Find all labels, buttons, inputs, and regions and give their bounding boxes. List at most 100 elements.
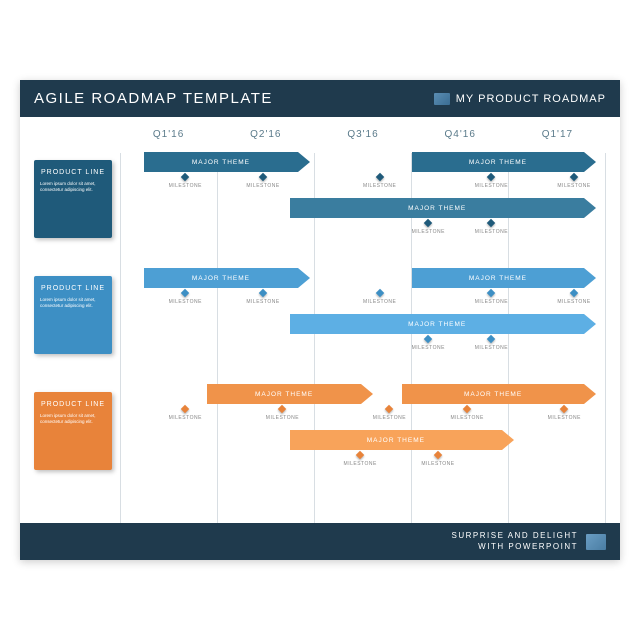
milestone-dot-icon xyxy=(259,289,267,297)
milestone-dot-icon xyxy=(424,335,432,343)
milestone-label: MILESTONE xyxy=(475,229,508,235)
milestone-label: MILESTONE xyxy=(169,299,202,305)
product-row: PRODUCT LINELorem ipsum dolor sit amet, … xyxy=(120,380,606,490)
theme-arrow: MAJOR THEME xyxy=(402,384,596,404)
milestone-dot-icon xyxy=(560,405,568,413)
theme-arrow: MAJOR THEME xyxy=(144,152,309,172)
quarter-row: Q1'16Q2'16Q3'16Q4'16Q1'17 xyxy=(120,129,606,140)
milestone-dot-icon xyxy=(356,451,364,459)
product-box: PRODUCT LINELorem ipsum dolor sit amet, … xyxy=(34,392,112,470)
quarter-label: Q4'16 xyxy=(412,129,509,140)
milestone-label: MILESTONE xyxy=(246,183,279,189)
milestone-dot-icon xyxy=(487,335,495,343)
milestone-dot-icon xyxy=(487,289,495,297)
milestone: MILESTONE xyxy=(450,406,483,421)
milestone-label: MILESTONE xyxy=(548,415,581,421)
milestone: MILESTONE xyxy=(412,220,445,235)
arrow-head-icon xyxy=(584,152,596,172)
milestone-label: MILESTONE xyxy=(169,415,202,421)
theme-label: MAJOR THEME xyxy=(290,198,584,218)
theme-label: MAJOR THEME xyxy=(144,152,297,172)
theme-arrow: MAJOR THEME xyxy=(290,430,514,450)
milestone: MILESTONE xyxy=(363,290,396,305)
milestone: MILESTONE xyxy=(169,290,202,305)
milestone: MILESTONE xyxy=(246,290,279,305)
milestone: MILESTONE xyxy=(475,220,508,235)
brand-icon xyxy=(434,93,450,105)
milestone-label: MILESTONE xyxy=(363,299,396,305)
product-desc: Lorem ipsum dolor sit amet, consectetur … xyxy=(40,413,106,426)
milestone-dot-icon xyxy=(487,219,495,227)
quarter-label: Q2'16 xyxy=(217,129,314,140)
milestone-dot-icon xyxy=(570,289,578,297)
arrow-head-icon xyxy=(584,384,596,404)
quarter-label: Q1'16 xyxy=(120,129,217,140)
footer-icon xyxy=(586,534,606,550)
milestone-label: MILESTONE xyxy=(475,345,508,351)
theme-label: MAJOR THEME xyxy=(290,430,502,450)
milestone-label: MILESTONE xyxy=(557,183,590,189)
milestone: MILESTONE xyxy=(266,406,299,421)
milestone-dot-icon xyxy=(385,405,393,413)
milestone-dot-icon xyxy=(375,173,383,181)
milestone-label: MILESTONE xyxy=(266,415,299,421)
milestone-label: MILESTONE xyxy=(344,461,377,467)
page-canvas: AGILE ROADMAP TEMPLATE MY PRODUCT ROADMA… xyxy=(0,0,640,640)
theme-label: MAJOR THEME xyxy=(207,384,360,404)
arrow-head-icon xyxy=(584,314,596,334)
theme-label: MAJOR THEME xyxy=(412,152,585,172)
milestone: MILESTONE xyxy=(475,290,508,305)
theme-label: MAJOR THEME xyxy=(144,268,297,288)
product-title: PRODUCT LINE xyxy=(40,168,106,177)
milestone: MILESTONE xyxy=(246,174,279,189)
milestone-label: MILESTONE xyxy=(450,415,483,421)
theme-arrow: MAJOR THEME xyxy=(290,314,596,334)
theme-arrow: MAJOR THEME xyxy=(207,384,372,404)
milestone-dot-icon xyxy=(570,173,578,181)
slide-header: AGILE ROADMAP TEMPLATE MY PRODUCT ROADMA… xyxy=(20,80,620,117)
quarter-label: Q3'16 xyxy=(314,129,411,140)
milestone-dot-icon xyxy=(434,451,442,459)
milestone-dot-icon xyxy=(181,405,189,413)
theme-arrow: MAJOR THEME xyxy=(144,268,309,288)
milestone-label: MILESTONE xyxy=(412,229,445,235)
milestone-label: MILESTONE xyxy=(169,183,202,189)
footer-line1: SURPRISE AND DELIGHT xyxy=(452,531,578,541)
footer-line2: WITH POWERPOINT xyxy=(452,542,578,552)
milestone-label: MILESTONE xyxy=(475,299,508,305)
quarter-label: Q1'17 xyxy=(509,129,606,140)
milestone-dot-icon xyxy=(463,405,471,413)
milestone: MILESTONE xyxy=(557,290,590,305)
product-box: PRODUCT LINELorem ipsum dolor sit amet, … xyxy=(34,276,112,354)
product-title: PRODUCT LINE xyxy=(40,284,106,293)
milestone-label: MILESTONE xyxy=(246,299,279,305)
milestone-label: MILESTONE xyxy=(475,183,508,189)
milestone-dot-icon xyxy=(424,219,432,227)
milestone-label: MILESTONE xyxy=(373,415,406,421)
brand-label: MY PRODUCT ROADMAP xyxy=(434,93,606,105)
product-desc: Lorem ipsum dolor sit amet, consectetur … xyxy=(40,181,106,194)
slide-body: Q1'16Q2'16Q3'16Q4'16Q1'17 PRODUCT LINE Lo… xyxy=(20,117,620,523)
milestone-dot-icon xyxy=(259,173,267,181)
milestone: MILESTONE xyxy=(363,174,396,189)
milestone-label: MILESTONE xyxy=(557,299,590,305)
milestone: MILESTONE xyxy=(412,336,445,351)
milestone: MILESTONE xyxy=(169,174,202,189)
arrow-head-icon xyxy=(584,198,596,218)
milestone-dot-icon xyxy=(487,173,495,181)
milestone-label: MILESTONE xyxy=(412,345,445,351)
timeline-area: Q1'16Q2'16Q3'16Q4'16Q1'17 PRODUCT LINELo… xyxy=(120,129,606,523)
footer-text: SURPRISE AND DELIGHT WITH POWERPOINT xyxy=(452,531,578,552)
roadmap-slide: AGILE ROADMAP TEMPLATE MY PRODUCT ROADMA… xyxy=(20,80,620,560)
milestone-dot-icon xyxy=(181,173,189,181)
milestone-dot-icon xyxy=(181,289,189,297)
milestone: MILESTONE xyxy=(169,406,202,421)
arrow-head-icon xyxy=(584,268,596,288)
milestone-dot-icon xyxy=(278,405,286,413)
milestone: MILESTONE xyxy=(548,406,581,421)
milestone: MILESTONE xyxy=(344,452,377,467)
product-box: PRODUCT LINE Lorem ipsum dolor sit amet, … xyxy=(34,160,112,238)
milestone: MILESTONE xyxy=(373,406,406,421)
milestone: MILESTONE xyxy=(475,336,508,351)
rows-container: PRODUCT LINELorem ipsum dolor sit amet, … xyxy=(120,148,606,490)
